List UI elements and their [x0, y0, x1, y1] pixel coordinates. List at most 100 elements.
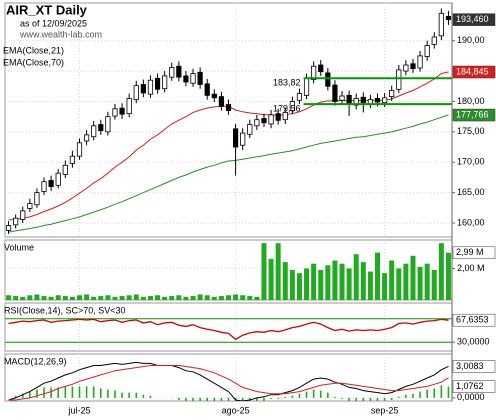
volume-bar — [275, 243, 281, 300]
candle-body — [225, 104, 232, 111]
volume-bar — [204, 295, 210, 300]
candle-body — [268, 114, 274, 125]
candle-body — [62, 164, 68, 175]
volume-bar — [190, 296, 196, 300]
volume-bar — [382, 273, 388, 300]
histogram-bar — [362, 397, 365, 401]
candle-body — [147, 79, 154, 95]
x-tick-label: sep-25 — [371, 405, 399, 415]
histogram-bar — [426, 389, 428, 398]
volume-bar — [133, 294, 139, 300]
candle-body — [325, 72, 331, 87]
y-tick-label: 190,00 — [457, 35, 485, 45]
volume-bar — [282, 262, 288, 300]
candle-body — [211, 93, 217, 99]
volume-bar — [346, 268, 352, 300]
volume-bar — [254, 296, 260, 300]
candle-body — [389, 90, 395, 98]
chart-title: AIR_XT Daily — [6, 2, 88, 17]
source: www.wealth-lab.com — [19, 29, 102, 39]
volume-bar — [339, 263, 345, 300]
histogram-bar — [319, 390, 322, 398]
y-tick-label: 180,00 — [457, 96, 485, 106]
candle-body — [98, 124, 104, 132]
histogram-bar — [185, 397, 187, 401]
histogram-bar — [305, 391, 308, 398]
volume-bar — [247, 296, 253, 300]
last-macd-label-box — [452, 360, 496, 373]
histogram-bar — [341, 397, 343, 399]
histogram-bar — [85, 386, 88, 398]
candle-body — [126, 98, 132, 115]
candle-body — [275, 113, 281, 121]
candle-body — [41, 181, 47, 192]
histogram-bar — [107, 389, 109, 398]
panel-title: Volume — [4, 242, 34, 252]
histogram-bar — [433, 388, 436, 398]
volume-bar — [296, 273, 302, 300]
volume-bar — [119, 296, 125, 300]
histogram-bar — [419, 391, 421, 398]
candle-body — [13, 217, 19, 226]
candle-body — [346, 94, 352, 105]
volume-bar — [140, 296, 146, 300]
y-tick-label: 160,00 — [457, 217, 485, 227]
last-ema-label: 177,766 — [456, 109, 489, 119]
y-tick-label: 0,0000 — [457, 392, 485, 402]
volume-bar — [311, 263, 317, 300]
candle-body — [119, 107, 125, 115]
volume-bar — [98, 296, 104, 300]
volume-bar — [261, 243, 267, 300]
last-ema-label: 184,845 — [456, 66, 489, 76]
histogram-bar — [64, 386, 67, 398]
volume-bar — [389, 260, 395, 300]
volume-bar — [183, 296, 189, 300]
volume-bar — [240, 295, 246, 300]
volume-bar — [375, 252, 380, 300]
histogram-bar — [50, 387, 52, 398]
volume-bar — [197, 294, 203, 300]
candle-body — [169, 67, 175, 78]
histogram-bar — [241, 397, 244, 401]
candle-body — [282, 112, 288, 121]
candle-body — [105, 116, 111, 133]
volume-bar — [62, 296, 68, 300]
candle-body — [55, 172, 61, 186]
histogram-bar — [99, 388, 102, 398]
candle-body — [332, 84, 338, 102]
last-hist-label: 1,0762 — [456, 381, 484, 391]
candle-body — [403, 64, 409, 72]
volume-bar — [48, 296, 54, 300]
candle-body — [417, 55, 423, 69]
ema-line — [8, 114, 449, 233]
candle-body — [240, 132, 246, 146]
candle-body — [190, 73, 196, 84]
volume-bar — [34, 294, 40, 300]
chart-subtitle: as of 12/09/2025 — [20, 18, 87, 28]
candle-body — [76, 142, 83, 157]
histogram-bar — [114, 390, 116, 398]
volume-bar — [360, 262, 366, 300]
histogram-bar — [227, 397, 230, 401]
histogram-bar — [440, 385, 443, 398]
candle-body — [48, 180, 54, 187]
volume-bar — [332, 260, 338, 300]
volume-bar — [304, 268, 310, 300]
histogram-bar — [298, 393, 301, 398]
volume-bar — [325, 265, 331, 300]
candle-body — [218, 96, 225, 107]
histogram-bar — [199, 397, 201, 401]
volume-bar — [55, 295, 61, 300]
candle-body — [197, 71, 203, 85]
candle-body — [360, 96, 366, 104]
candle-body — [374, 98, 381, 103]
candle-body — [83, 134, 90, 142]
histogram-bar — [43, 387, 45, 398]
volume-bar — [77, 295, 82, 300]
histogram-bar — [142, 394, 145, 398]
candle-body — [34, 192, 40, 206]
last-rsi-label-box — [452, 313, 496, 327]
volume-bar — [218, 296, 224, 300]
histogram-bar — [29, 391, 31, 398]
